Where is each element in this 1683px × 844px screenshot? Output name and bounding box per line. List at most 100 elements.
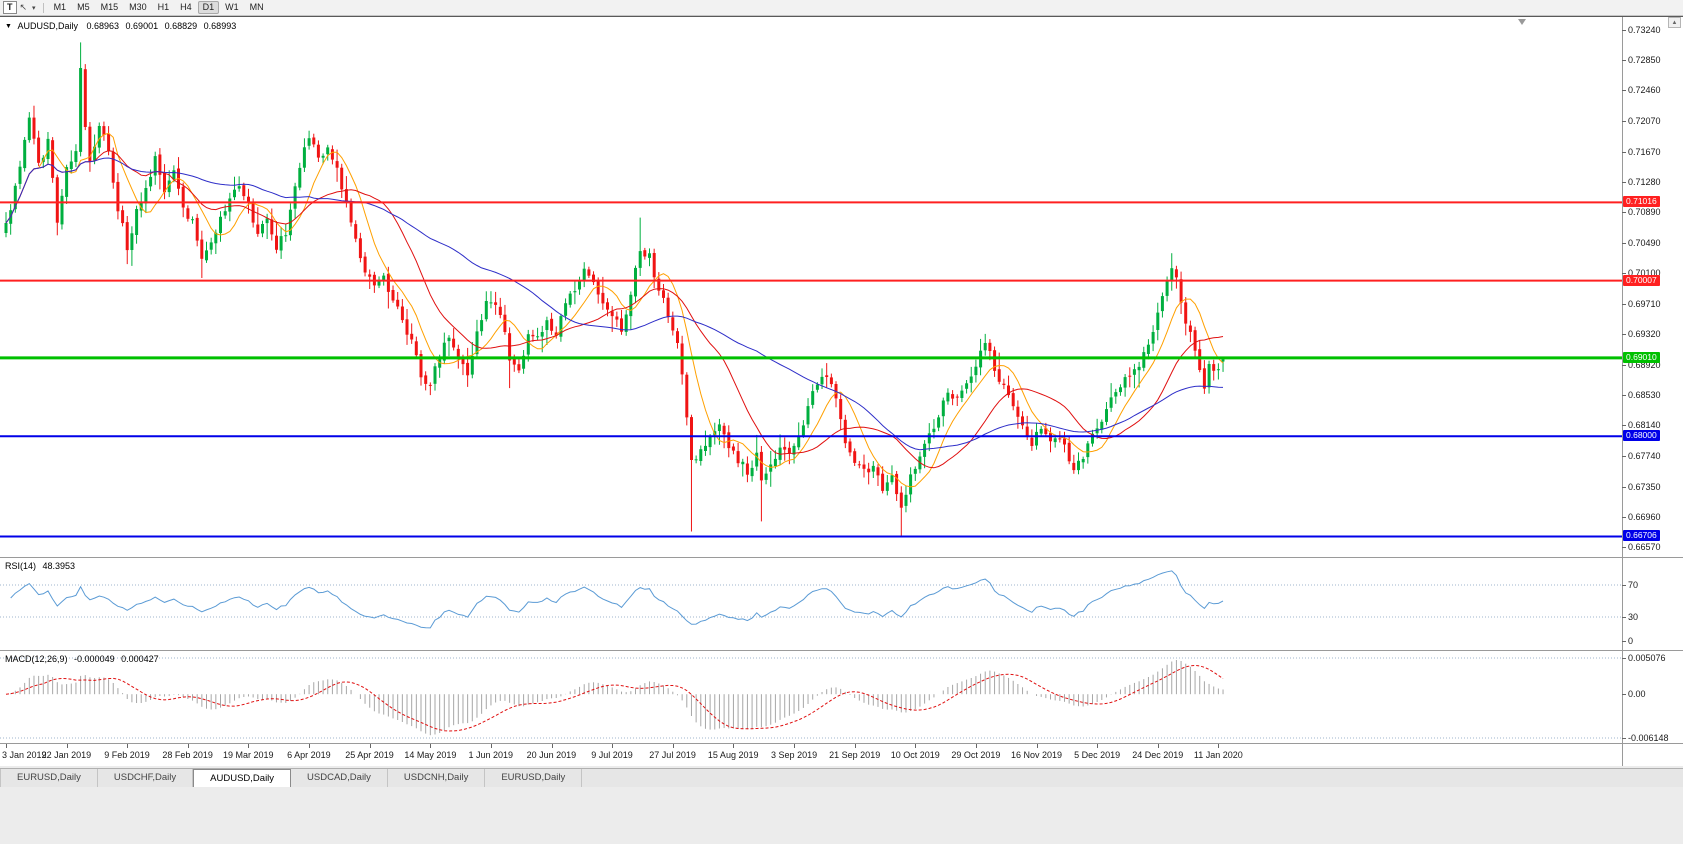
ohlc-low: 0.68829: [164, 21, 198, 31]
tab-audusd-daily[interactable]: AUDUSD,Daily: [193, 769, 292, 787]
date-axis-tick: [672, 744, 674, 748]
price-axis-tick: [1622, 486, 1626, 488]
timeframe-m30[interactable]: M30: [124, 1, 152, 14]
rsi-value: 48.3953: [42, 561, 76, 571]
price-level-badge: 0.71016: [1623, 196, 1660, 208]
date-axis-label: 21 Sep 2019: [829, 750, 881, 760]
date-axis-label: 19 Mar 2019: [222, 750, 274, 760]
price-axis-tick: [1622, 181, 1626, 183]
date-axis-tick: [369, 744, 371, 748]
date-axis-tick: [854, 744, 856, 748]
date-axis-label: 20 Jun 2019: [526, 750, 577, 760]
price-axis-label: 0.73240: [1628, 25, 1661, 35]
date-axis-label: 9 Feb 2019: [104, 750, 150, 760]
text-tool-button[interactable]: T: [3, 1, 17, 14]
date-axis-tick: [915, 744, 917, 748]
timeframe-h4[interactable]: H4: [175, 1, 197, 14]
rsi-panel-canvas[interactable]: [0, 558, 1622, 650]
macd-indicator-label: MACD(12,26,9) -0.000049 0.000427: [5, 654, 159, 664]
date-axis-label: 24 Dec 2019: [1132, 750, 1184, 760]
date-axis-separator: [0, 743, 1683, 744]
price-axis-label: 0.68920: [1628, 359, 1661, 370]
chart-tab-bar: EURUSD,Daily USDCHF,Daily AUDUSD,Daily U…: [0, 768, 1683, 787]
date-axis-label: 10 Oct 2019: [890, 750, 940, 760]
price-axis-tick: [1622, 273, 1626, 275]
date-axis-label: 28 Feb 2019: [162, 750, 213, 760]
date-axis-label: 25 Apr 2019: [345, 750, 394, 760]
date-axis-tick: [127, 744, 129, 748]
macd-panel-canvas[interactable]: [0, 651, 1622, 743]
tab-usdcad-daily[interactable]: USDCAD,Daily: [291, 769, 388, 787]
chart-ohlc-header: ▼ AUDUSD,Daily 0.68963 0.69001 0.68829 0…: [5, 21, 236, 31]
timeframe-h1[interactable]: H1: [153, 1, 175, 14]
price-axis-label: 0.72070: [1628, 115, 1661, 126]
status-area: [0, 787, 1683, 844]
price-axis-tick: [1622, 60, 1626, 62]
date-axis-label: 1 Jun 2019: [468, 750, 513, 760]
price-axis-label: 0.69320: [1628, 328, 1661, 339]
scrollbar-up-button[interactable]: ▲: [1668, 17, 1681, 28]
rsi-panel-separator[interactable]: [0, 557, 1683, 558]
price-axis-tick: [1622, 364, 1626, 366]
price-axis-label: 0.69710: [1628, 298, 1661, 309]
ohlc-close: 0.68993: [203, 21, 237, 31]
date-axis-tick: [490, 744, 492, 748]
rsi-axis-tick: [1622, 585, 1626, 586]
macd-panel-separator[interactable]: [0, 650, 1683, 651]
price-axis-label: 0.70490: [1628, 238, 1661, 249]
timeframe-m15[interactable]: M15: [96, 1, 124, 14]
date-axis-tick: [430, 744, 432, 748]
chart-window: [0, 16, 1683, 766]
price-axis-tick: [1622, 151, 1626, 153]
ohlc-high: 0.69001: [125, 21, 159, 31]
macd-main-value: -0.000049: [74, 654, 115, 664]
tab-eurusd-daily-1[interactable]: EURUSD,Daily: [0, 769, 98, 787]
price-axis-label: 0.72460: [1628, 85, 1661, 96]
macd-name: MACD(12,26,9): [5, 654, 68, 664]
collapse-triangle-icon[interactable]: ▼: [5, 23, 12, 30]
date-axis-tick: [733, 744, 735, 748]
date-axis-label: 11 Jan 2020: [1193, 750, 1243, 760]
timeframe-m5[interactable]: M5: [72, 1, 95, 14]
price-axis-tick: [1622, 303, 1626, 305]
tab-eurusd-daily-2[interactable]: EURUSD,Daily: [485, 769, 583, 787]
tool-dropdown-icon[interactable]: ▾: [32, 4, 36, 12]
rsi-axis-label: 0: [1628, 636, 1634, 646]
timeframe-w1[interactable]: W1: [220, 1, 244, 14]
price-axis-tick: [1622, 333, 1626, 335]
macd-axis-label: 0.005076: [1628, 653, 1666, 663]
date-axis-label: 16 Nov 2019: [1011, 750, 1063, 760]
price-level-badge: 0.68000: [1623, 430, 1660, 442]
tab-usdcnh-daily[interactable]: USDCNH,Daily: [387, 769, 486, 787]
tab-usdchf-daily[interactable]: USDCHF,Daily: [97, 769, 194, 787]
macd-axis-label: -0.006148: [1628, 733, 1669, 743]
timeframe-d1[interactable]: D1: [197, 1, 220, 14]
date-axis-label: 22 Jan 2019: [41, 750, 92, 760]
top-toolbar: T ↖ ▾ M1 M5 M15 M30 H1 H4 D1 W1 MN: [0, 0, 1683, 16]
price-axis-tick: [1622, 120, 1626, 122]
macd-axis-tick: [1622, 694, 1626, 696]
date-axis-tick: [1157, 744, 1159, 748]
chart-shift-marker[interactable]: [1518, 19, 1526, 25]
timeframe-mn[interactable]: MN: [245, 1, 269, 14]
price-axis-label: 0.66960: [1628, 511, 1661, 522]
price-axis-label: 0.67740: [1628, 451, 1661, 462]
price-axis-tick: [1622, 212, 1626, 214]
macd-axis-tick: [1622, 658, 1626, 659]
cursor-tool-icon[interactable]: ↖: [19, 2, 28, 12]
timeframe-m1[interactable]: M1: [49, 1, 72, 14]
date-axis-label: 15 Aug 2019: [707, 750, 759, 760]
date-axis-label: 27 Jul 2019: [649, 750, 696, 760]
price-axis-label: 0.72850: [1628, 55, 1661, 66]
price-axis-tick: [1622, 395, 1626, 397]
price-chart-canvas[interactable]: [0, 17, 1622, 557]
date-axis-tick: [794, 744, 796, 748]
rsi-axis-tick: [1622, 641, 1626, 642]
rsi-name: RSI(14): [5, 561, 37, 571]
price-axis-label: 0.67350: [1628, 481, 1661, 492]
price-axis-label: 0.70890: [1628, 207, 1661, 218]
date-axis-label: 3 Sep 2019: [771, 750, 818, 760]
price-axis-label: 0.71670: [1628, 146, 1661, 157]
date-axis-tick: [309, 744, 311, 748]
